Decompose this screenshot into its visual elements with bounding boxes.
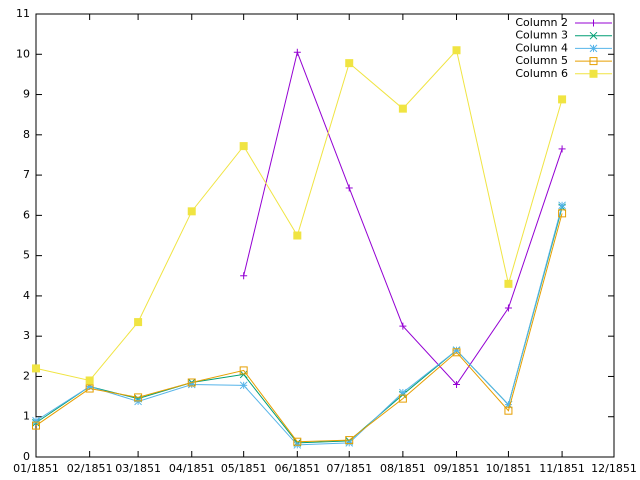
marker	[452, 46, 461, 55]
marker	[239, 381, 248, 390]
y-tick-label: 6	[23, 208, 30, 221]
marker	[452, 348, 461, 357]
marker	[239, 142, 248, 151]
y-tick-label: 0	[23, 450, 30, 463]
marker	[453, 381, 461, 389]
y-tick-label: 11	[16, 7, 30, 20]
marker	[32, 364, 40, 373]
series-line	[35, 213, 563, 443]
marker	[504, 304, 512, 312]
marker	[293, 437, 302, 446]
series-line	[35, 205, 563, 446]
legend-label: Column 4	[515, 41, 568, 54]
marker	[32, 421, 40, 430]
y-tick-label: 9	[23, 88, 30, 101]
marker	[504, 406, 513, 415]
marker	[239, 366, 248, 375]
series-line	[35, 207, 563, 444]
legend-label: Column 2	[515, 16, 568, 29]
marker	[398, 394, 407, 403]
marker	[589, 31, 598, 40]
marker	[345, 184, 353, 192]
series-line	[35, 49, 563, 382]
x-tick-label: 10/1851	[486, 462, 532, 475]
x-tick-label: 06/1851	[274, 462, 320, 475]
marker	[558, 145, 566, 153]
y-tick-label: 8	[23, 128, 30, 141]
marker	[398, 104, 407, 113]
marker	[558, 209, 567, 218]
marker	[134, 397, 142, 406]
legend-label: Column 3	[515, 29, 568, 42]
y-tick-label: 1	[23, 410, 30, 423]
series-line	[243, 50, 563, 386]
marker	[293, 48, 301, 56]
marker	[240, 272, 248, 280]
y-tick-label: 3	[23, 329, 30, 342]
marker	[590, 19, 597, 27]
x-tick-label: 05/1851	[221, 462, 267, 475]
y-tick-label: 10	[16, 47, 30, 60]
marker	[239, 370, 248, 379]
marker	[345, 59, 354, 68]
marker	[399, 322, 407, 330]
marker	[134, 393, 143, 402]
x-tick-label: 04/1851	[169, 462, 215, 475]
x-tick-label: 12/1851	[591, 462, 637, 475]
plot-border	[35, 13, 615, 458]
x-tick-label: 07/1851	[326, 462, 372, 475]
marker	[85, 384, 94, 393]
marker	[85, 376, 94, 385]
x-tick-label: 09/1851	[434, 462, 480, 475]
marker	[187, 378, 196, 387]
marker	[589, 57, 598, 66]
marker	[589, 69, 598, 78]
marker	[293, 231, 302, 240]
marker	[32, 416, 40, 425]
marker	[504, 279, 513, 288]
marker	[187, 207, 196, 216]
marker	[134, 318, 143, 327]
marker	[345, 436, 354, 445]
x-tick-label: 01/1851	[13, 462, 59, 475]
marker	[558, 95, 567, 104]
x-tick-label: 11/1851	[539, 462, 585, 475]
x-tick-label: 08/1851	[380, 462, 426, 475]
legend-label: Column 5	[515, 54, 568, 67]
x-tick-label: 03/1851	[115, 462, 161, 475]
x-tick-label: 02/1851	[67, 462, 113, 475]
y-tick-label: 7	[23, 168, 30, 181]
y-tick-label: 2	[23, 369, 30, 382]
y-tick-label: 5	[23, 249, 30, 262]
marker	[589, 44, 598, 53]
y-tick-label: 4	[23, 289, 30, 302]
legend-label: Column 6	[515, 67, 568, 80]
marker	[558, 201, 566, 210]
